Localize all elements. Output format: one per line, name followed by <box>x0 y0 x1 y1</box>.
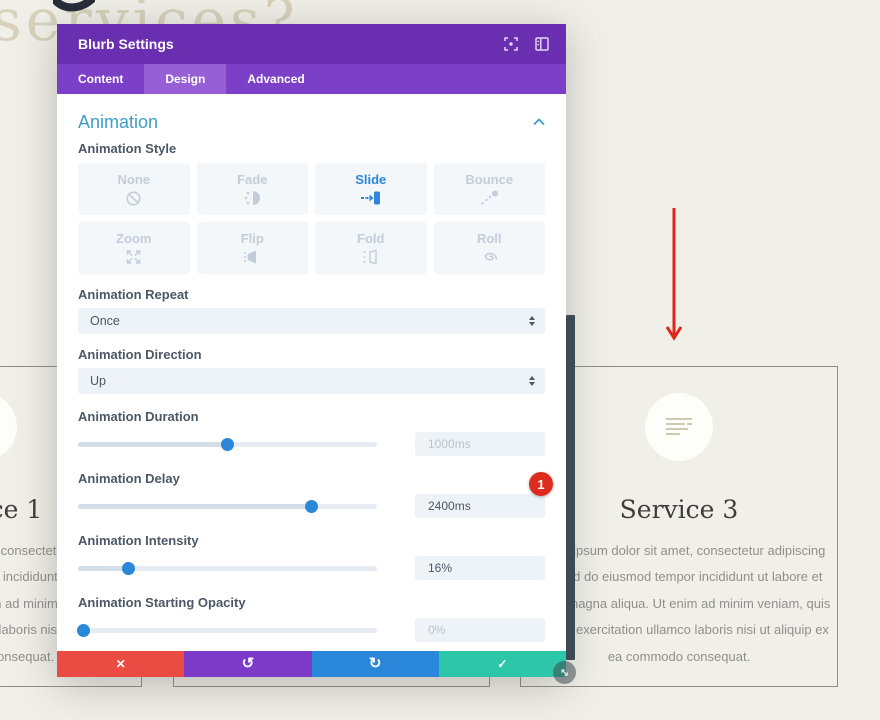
animation-direction-value: Up <box>90 374 106 388</box>
fold-icon <box>362 249 380 265</box>
service-title: Service 3 <box>619 495 739 524</box>
animation-repeat-select[interactable]: Once <box>78 308 545 334</box>
animation-starting-opacity-input[interactable]: 0% <box>415 618 545 642</box>
modal-footer: ✕ ↺ ↻ ✓ <box>57 651 566 677</box>
style-option-slide[interactable]: Slide <box>315 163 427 215</box>
none-icon <box>125 190 142 207</box>
modal-body: Animation Animation Style None Fade <box>57 94 566 651</box>
animation-style-label: Animation Style <box>78 141 177 156</box>
resize-handle[interactable]: ↔ <box>553 661 576 684</box>
modal-title: Blurb Settings <box>78 36 174 52</box>
animation-repeat-label: Animation Repeat <box>78 287 189 302</box>
dock-icon[interactable] <box>535 37 549 51</box>
resize-arrows-icon: ↔ <box>556 664 573 681</box>
tab-design[interactable]: Design <box>144 64 227 94</box>
style-option-bounce[interactable]: Bounce <box>433 163 545 215</box>
modal-header[interactable]: Blurb Settings <box>57 24 566 64</box>
stepper-icon <box>529 376 535 386</box>
fade-icon <box>242 190 262 206</box>
style-option-none[interactable]: None <box>78 163 190 215</box>
animation-duration-input[interactable]: 1000ms <box>415 432 545 456</box>
slide-icon <box>360 190 381 206</box>
animation-starting-opacity-slider[interactable] <box>77 623 377 637</box>
style-option-fold[interactable]: Fold <box>315 222 427 274</box>
style-option-zoom[interactable]: Zoom <box>78 222 190 274</box>
animation-section-toggle[interactable]: Animation <box>78 110 545 134</box>
redo-button[interactable]: ↻ <box>311 651 439 677</box>
slider-handle[interactable] <box>304 499 318 513</box>
animation-delay-slider[interactable] <box>78 499 377 513</box>
redo-icon: ↻ <box>368 655 382 672</box>
slider-handle[interactable] <box>122 561 136 575</box>
tab-advanced[interactable]: Advanced <box>247 72 305 86</box>
style-option-fade[interactable]: Fade <box>196 163 308 215</box>
animation-direction-label: Animation Direction <box>78 347 202 362</box>
animation-repeat-value: Once <box>90 314 120 328</box>
animation-direction-select[interactable]: Up <box>78 368 545 394</box>
slider-handle[interactable] <box>77 623 91 637</box>
animation-intensity-input[interactable]: 16% <box>415 556 545 580</box>
animation-duration-slider[interactable] <box>78 437 377 451</box>
service-card-3: Service 3 Lorem ipsum dolor sit amet, co… <box>520 366 838 687</box>
blurb-settings-modal: Blurb Settings Content Design Advanced <box>57 24 566 677</box>
modal-tabbar: Content Design Advanced <box>57 64 566 94</box>
animation-starting-opacity-label: Animation Starting Opacity <box>78 595 246 610</box>
section-title: Animation <box>78 111 159 132</box>
animation-style-grid: None Fade Slide <box>78 163 545 274</box>
annotation-arrow-down <box>665 208 683 341</box>
blurb-icon-circle <box>0 393 17 461</box>
style-option-flip[interactable]: Flip <box>196 222 308 274</box>
text-lines-icon <box>666 418 692 435</box>
check-icon: ✓ <box>497 657 508 671</box>
service-title: Service 1 <box>0 495 43 524</box>
close-icon: ✕ <box>115 657 126 671</box>
flip-icon <box>243 249 261 265</box>
bounce-icon <box>480 190 499 206</box>
slider-handle[interactable] <box>221 437 234 451</box>
expand-icon[interactable] <box>504 37 518 51</box>
roll-icon <box>481 249 498 265</box>
blurb-icon-circle <box>645 393 713 461</box>
animation-intensity-slider[interactable] <box>78 561 377 575</box>
stepper-icon <box>529 316 535 326</box>
heading-letter-fragment <box>53 0 95 12</box>
service-body: Lorem ipsum dolor sit amet, consectetur … <box>527 543 831 664</box>
animation-duration-label: Animation Duration <box>78 409 199 424</box>
discard-button[interactable]: ✕ <box>57 651 185 677</box>
animation-delay-label: Animation Delay <box>78 471 180 486</box>
animation-intensity-label: Animation Intensity <box>78 533 199 548</box>
chevron-up-icon[interactable] <box>533 118 545 126</box>
zoom-icon <box>125 249 142 265</box>
tab-content[interactable]: Content <box>78 72 124 86</box>
save-button[interactable]: ✓ <box>438 651 566 677</box>
animation-delay-input[interactable]: 2400ms <box>415 494 545 518</box>
annotation-badge-1: 1 <box>529 472 553 496</box>
undo-button[interactable]: ↺ <box>184 651 312 677</box>
undo-icon: ↺ <box>241 655 255 672</box>
modal-scrollbar[interactable] <box>566 315 575 660</box>
style-option-roll[interactable]: Roll <box>433 222 545 274</box>
